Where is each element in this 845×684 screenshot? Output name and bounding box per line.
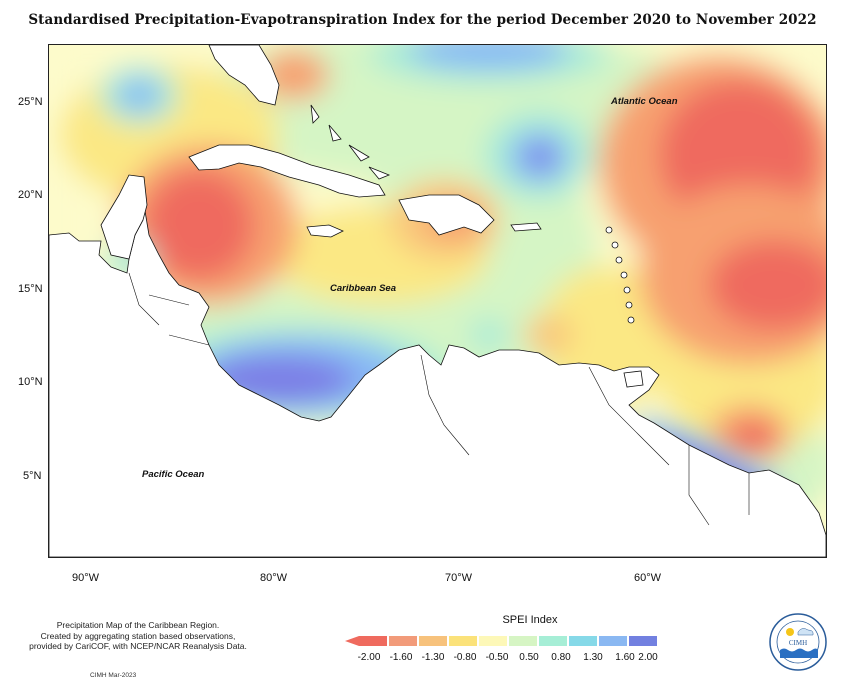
legend-swatch <box>569 636 597 646</box>
wave-icon <box>780 648 818 658</box>
bahamas <box>310 104 391 180</box>
lat-label-25n: 25°N <box>18 96 43 108</box>
credit-text: CIMH Mar-2023 <box>90 672 137 679</box>
pacific-ocean-label: Pacific Ocean <box>142 469 205 480</box>
legend-tick: 1.30 <box>583 652 603 663</box>
legend-swatch <box>449 636 477 646</box>
jamaica <box>306 224 344 238</box>
lon-label-90w: 90°W <box>72 572 100 584</box>
legend-swatch <box>359 636 387 646</box>
legend-colorbar <box>345 636 657 646</box>
florida <box>208 45 280 106</box>
legend-tick: -2.00 <box>357 652 381 663</box>
atlantic-ocean-label: Atlantic Ocean <box>611 96 678 107</box>
legend-swatch <box>419 636 447 646</box>
footnote-line-1: Precipitation Map of the Caribbean Regio… <box>56 620 220 630</box>
lat-label-10n: 10°N <box>18 376 43 388</box>
lon-label-60w: 60°W <box>634 572 662 584</box>
legend-swatch <box>599 636 627 646</box>
lat-label-15n: 15°N <box>18 283 43 295</box>
legend-tick: -1.30 <box>421 652 445 663</box>
spei-map <box>48 44 827 558</box>
footnote-line-2: Created by aggregating station based obs… <box>40 630 236 641</box>
lon-label-80w: 80°W <box>260 572 288 584</box>
map-footnote: Precipitation Map of the Caribbean Regio… <box>22 620 254 652</box>
legend-swatch <box>389 636 417 646</box>
land-masses <box>49 45 826 557</box>
legend-tick: 1.60 <box>615 652 635 663</box>
legend-swatch <box>479 636 507 646</box>
footnote-line-3: provided by CariCOF, with NCEP/NCAR Rean… <box>29 641 247 651</box>
cloud-icon <box>797 628 814 636</box>
cuba <box>188 144 386 198</box>
yucatan <box>100 174 148 260</box>
legend-tick: -0.50 <box>485 652 509 663</box>
legend-tick: 2.00 <box>638 652 658 663</box>
legend-tick: -0.80 <box>453 652 477 663</box>
legend-swatch <box>539 636 567 646</box>
hispaniola <box>398 194 495 236</box>
lat-label-20n: 20°N <box>18 189 43 201</box>
map-title: Standardised Precipitation-Evapotranspir… <box>28 12 817 28</box>
legend-tick: 0.50 <box>519 652 539 663</box>
legend-tick: -1.60 <box>389 652 413 663</box>
legend-swatch <box>509 636 537 646</box>
sun-icon <box>786 628 794 636</box>
borders <box>128 272 750 526</box>
legend-tick: 0.80 <box>551 652 571 663</box>
legend-swatch <box>629 636 657 646</box>
cimh-logo: CIMH <box>769 613 827 671</box>
legend-title: SPEI Index <box>502 614 558 626</box>
logo-text: CIMH <box>789 639 807 647</box>
trinidad <box>623 370 644 388</box>
legend-arrow-left <box>345 636 359 646</box>
spei-field <box>49 45 826 557</box>
lon-label-70w: 70°W <box>445 572 473 584</box>
lat-label-5n: 5°N <box>23 470 42 482</box>
legend-ticks: -2.00 -1.60 -1.30 -0.80 -0.50 0.50 0.80 … <box>345 652 658 666</box>
puerto-rico <box>510 222 542 232</box>
caribbean-sea-label: Caribbean Sea <box>330 283 396 294</box>
